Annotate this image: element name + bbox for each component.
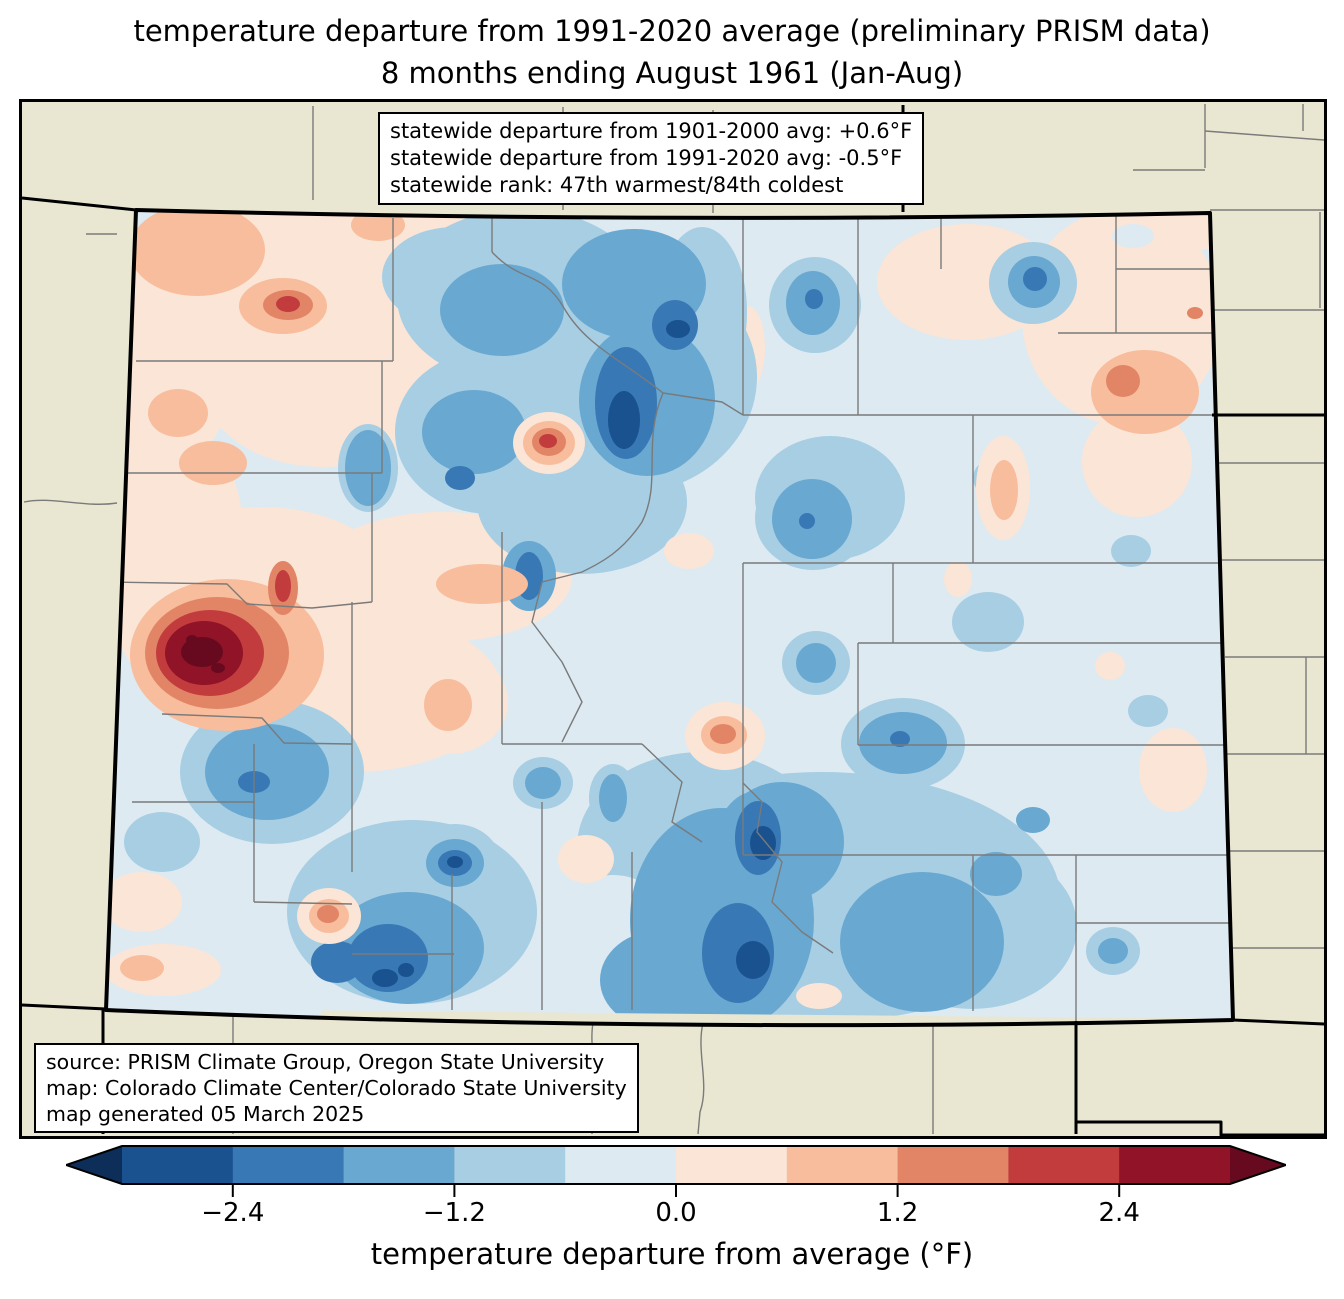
colorbar-tick-label: −1.2 (422, 1198, 486, 1228)
source-box: source: PRISM Climate Group, Oregon Stat… (34, 1043, 639, 1133)
map-frame: statewide departure from 1901-2000 avg: … (19, 99, 1327, 1139)
colorbar-segment (232, 1146, 345, 1184)
colorado-state-border (104, 208, 1235, 1028)
colorbar-segment (786, 1146, 899, 1184)
source-line-1: source: PRISM Climate Group, Oregon Stat… (46, 1050, 605, 1074)
colorbar-segment (1119, 1146, 1231, 1184)
stats-line-2: statewide departure from 1991-2020 avg: … (390, 146, 903, 170)
cool-anomaly-blobs (124, 210, 1168, 1026)
colorado-anomaly-map (22, 104, 1324, 1136)
colorbar-under-arrow (66, 1146, 122, 1184)
warm-core-blobs (120, 210, 1207, 1009)
chart-title: temperature departure from 1991-2020 ave… (0, 10, 1344, 94)
chart-title-line1: temperature departure from 1991-2020 ave… (133, 14, 1211, 48)
colorbar-tick-label: −2.4 (201, 1198, 265, 1228)
stats-line-3: statewide rank: 47th warmest/84th coldes… (390, 173, 844, 197)
colorbar-tick-label: 0.0 (655, 1198, 697, 1228)
chart-title-line2: 8 months ending August 1961 (Jan-Aug) (380, 56, 964, 90)
source-line-2: map: Colorado Climate Center/Colorado St… (46, 1076, 627, 1100)
colorbar-segment (1008, 1146, 1120, 1184)
colorbar-tick-label: 2.4 (1098, 1198, 1140, 1228)
colorado-county-lines (106, 216, 1230, 1021)
source-line-3: map generated 05 March 2025 (46, 1102, 365, 1126)
colorbar-segment (343, 1146, 455, 1184)
colorbar-over-arrow (1230, 1146, 1286, 1184)
colorbar-outline (66, 1145, 1286, 1185)
colorbar-segment (454, 1146, 566, 1184)
neighbor-county-lines (23, 104, 1324, 1135)
colorbar-segment (565, 1146, 677, 1184)
colorbar: −2.4 −1.2 0.0 1.2 2.4 temperature departure … (0, 1141, 1344, 1299)
colorbar-svg (66, 1145, 1286, 1197)
stats-box: statewide departure from 1901-2000 avg: … (378, 112, 925, 205)
colorbar-segment (897, 1146, 1009, 1184)
colorbar-segment (122, 1146, 234, 1184)
colorbar-axis-label: temperature departure from average (°F) (370, 1237, 974, 1271)
colorbar-segment (676, 1146, 788, 1184)
colorbar-tick-label: 1.2 (876, 1198, 919, 1228)
anomaly-shading (106, 210, 1233, 1026)
stats-line-1: statewide departure from 1901-2000 avg: … (390, 119, 913, 143)
